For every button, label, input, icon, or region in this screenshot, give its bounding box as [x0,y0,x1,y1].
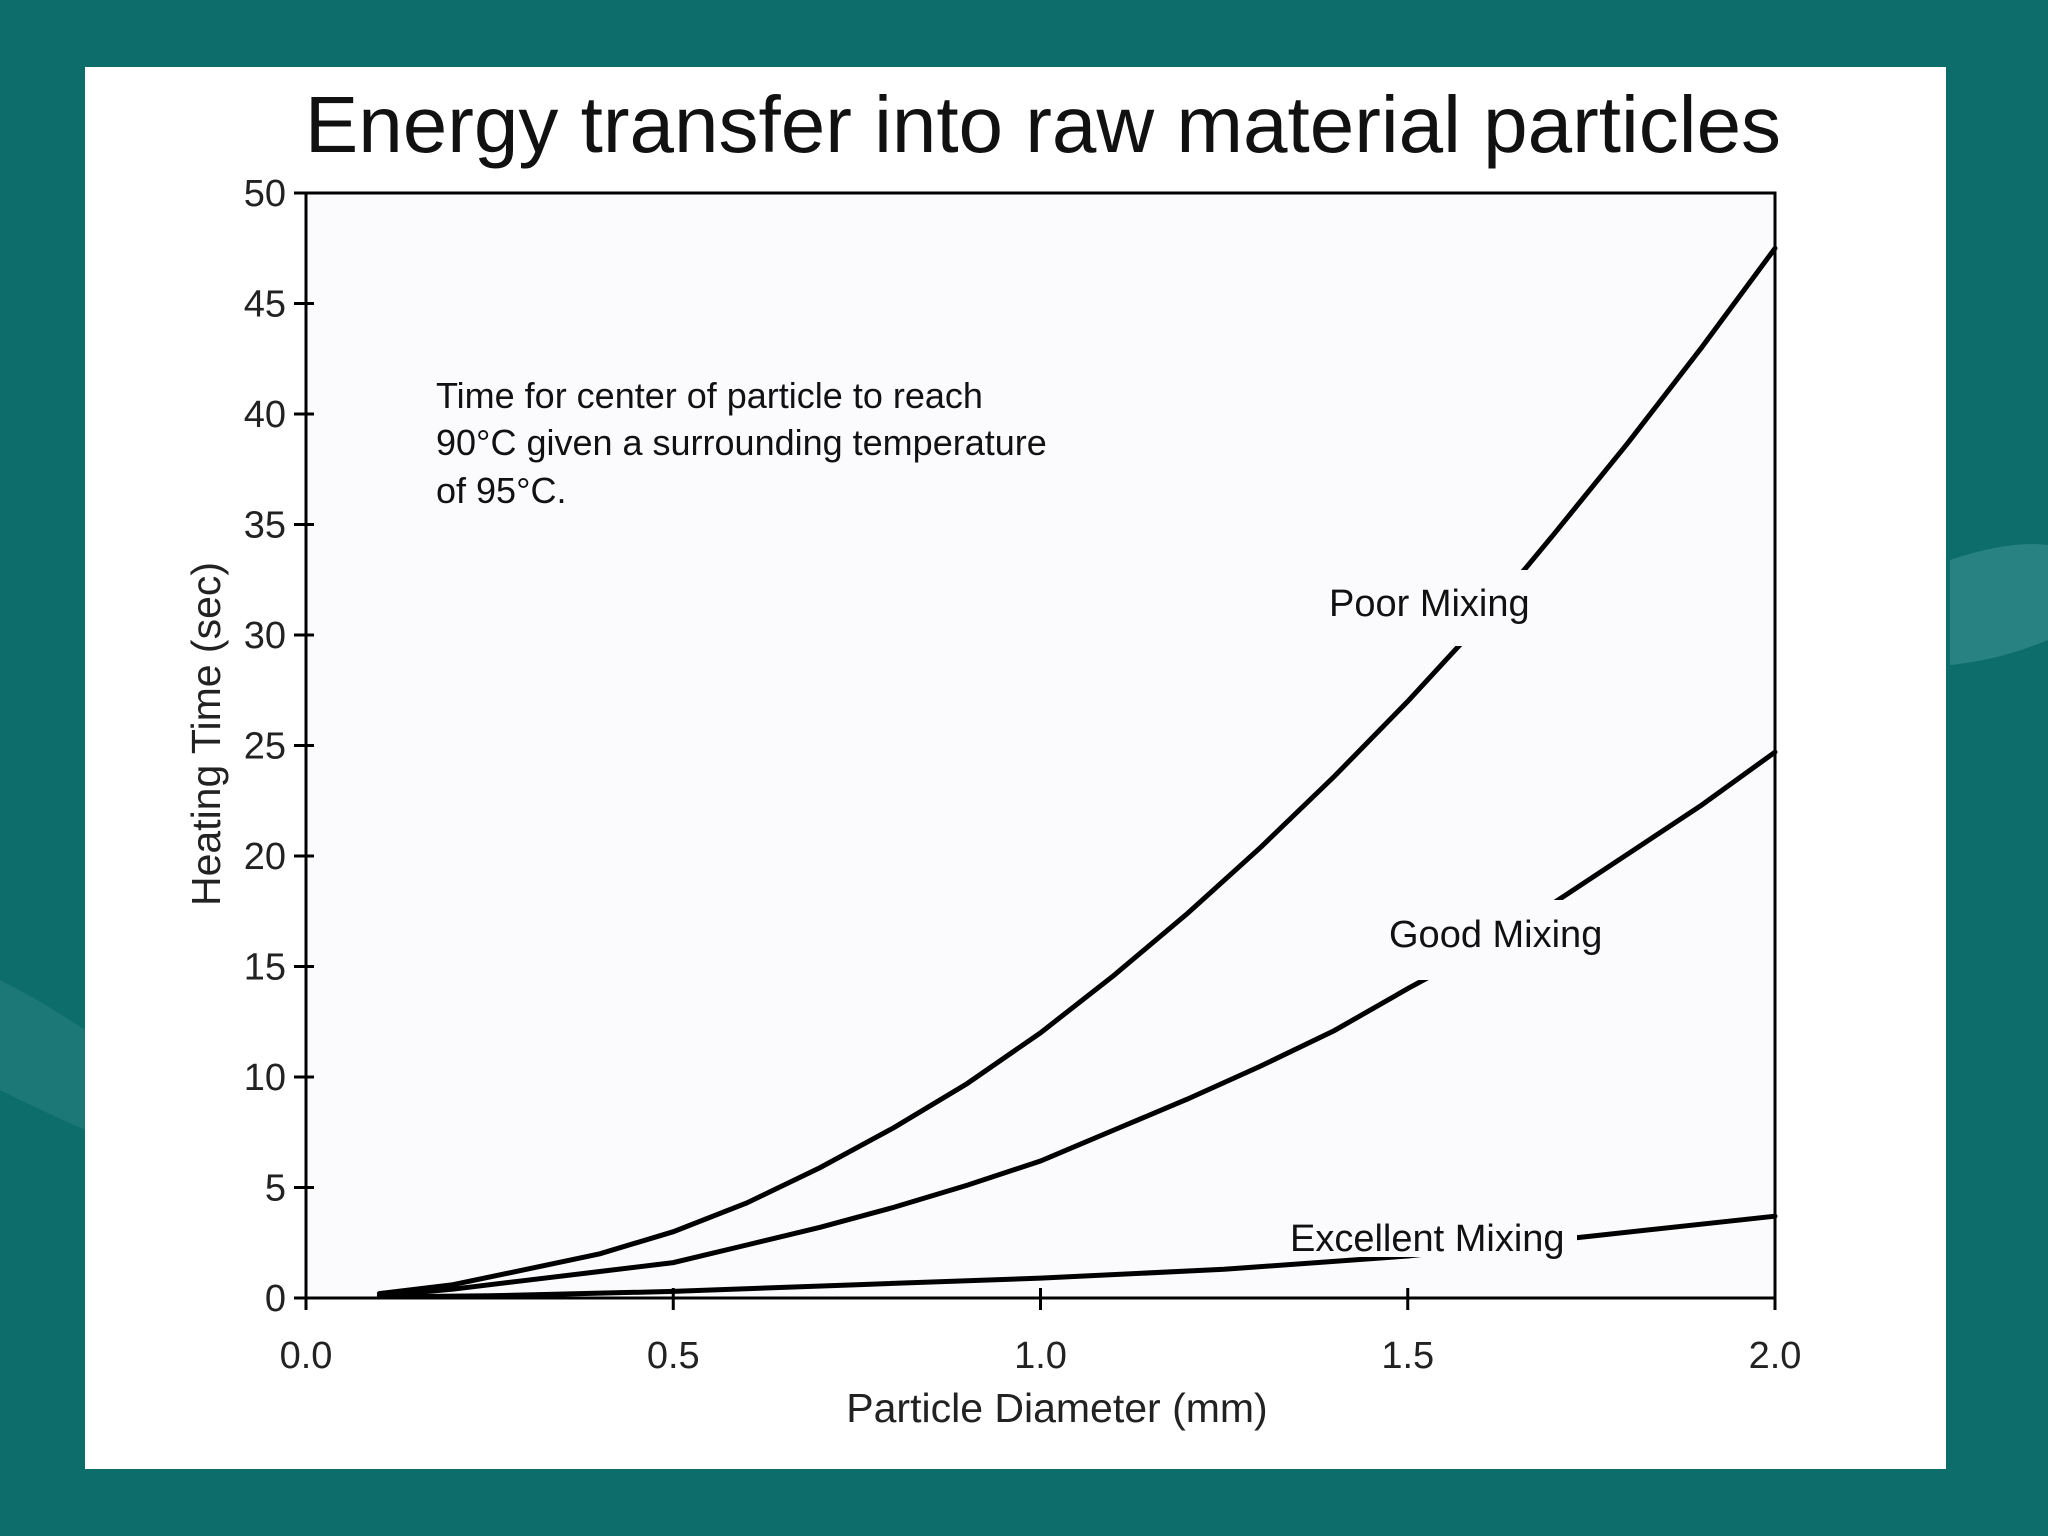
x-tick-label: 2.0 [1749,1335,1802,1377]
good-mixing-label-gap [1382,900,1616,980]
y-axis-label: Heating Time (sec) [183,562,229,906]
y-tick-label: 25 [244,726,286,768]
annotation-line-2: 90°C given a surrounding temperature [436,422,1047,463]
y-tick-label: 0 [265,1278,286,1320]
series-line-poor-mixing [376,245,1778,1297]
y-tick-label: 20 [244,836,286,878]
annotation-line-1: Time for center of particle to reach [436,375,983,416]
y-tick-label: 15 [244,947,286,989]
y-tick-label: 5 [265,1168,286,1210]
x-axis-ticks: 0.0 0.5 1.0 1.5 2.0 [280,1288,1802,1377]
series-labels: Poor Mixing Good Mixing Excellent Mixing [1285,570,1616,1260]
annotation-line-3: of 95°C. [436,470,566,511]
good-mixing-label: Good Mixing [1389,914,1602,956]
excellent-mixing-label: Excellent Mixing [1290,1218,1565,1260]
excellent-mixing-label-gap [1285,1215,1577,1257]
y-tick-label: 50 [244,173,286,215]
y-tick-label: 35 [244,505,286,547]
x-tick-label: 0.0 [280,1335,333,1377]
chart-title: Energy transfer into raw material partic… [305,80,1781,169]
y-tick-label: 30 [244,615,286,657]
x-axis-label: Particle Diameter (mm) [846,1385,1267,1431]
y-tick-label: 10 [244,1057,286,1099]
poor-mixing-label-gap [1322,570,1546,646]
y-tick-label: 40 [244,394,286,436]
annotation: Time for center of particle to reach 90°… [436,375,1047,511]
x-tick-label: 1.5 [1381,1335,1434,1377]
y-axis-ticks: 0 5 10 15 20 25 30 35 40 45 50 [244,173,314,1320]
poor-mixing-label: Poor Mixing [1329,583,1530,625]
x-tick-label: 1.0 [1014,1335,1067,1377]
plot-area [304,191,1777,1300]
y-tick-label: 45 [244,284,286,326]
x-tick-label: 0.5 [647,1335,700,1377]
